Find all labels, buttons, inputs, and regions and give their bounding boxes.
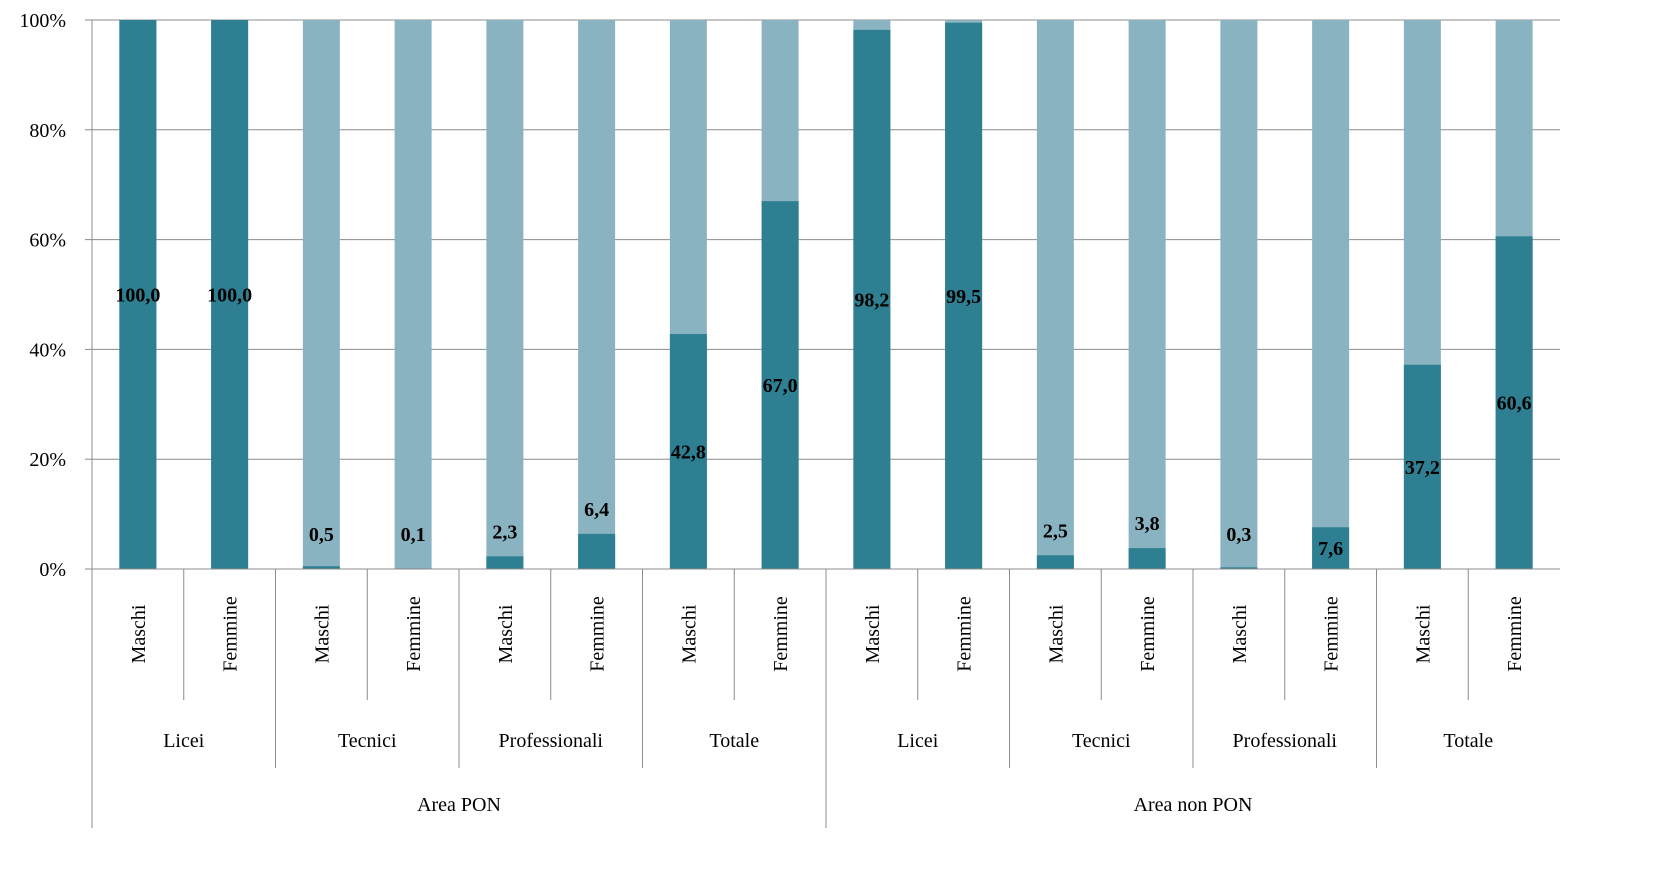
y-tick-label: 100% [19,10,66,32]
bar-segment-value [1036,555,1074,569]
data-label: 0,3 [1226,524,1251,546]
bar-segment-remainder [486,20,524,569]
y-axis-ticks: 0% 20% 40% 60% 80% 100% [19,10,66,581]
data-label: 98,2 [854,289,889,311]
data-label: 67,0 [763,375,798,397]
group-label: Area PON [417,794,501,816]
subgroup-label: Totale [709,730,759,752]
category-label: Maschi [128,604,150,663]
category-label: Femmine [770,596,792,672]
subgroup-label: Professionali [1233,730,1338,752]
bar-segment-value [578,533,616,569]
data-label: 3,8 [1135,513,1160,535]
category-label: Femmine [1137,596,1159,672]
bar-segment-remainder [302,20,340,569]
bar-segment-value [486,556,524,569]
y-tick-label: 60% [29,230,66,252]
bar-segment-remainder [394,20,432,569]
category-label: Maschi [495,604,517,663]
subgroup-label: Professionali [499,730,604,752]
y-tick-label: 40% [29,339,66,361]
category-label: Femmine [1321,596,1343,672]
y-tick-label: 80% [29,120,66,142]
category-label: Femmine [1504,596,1526,672]
axes [85,19,1560,828]
subgroup-label: Licei [897,730,939,752]
bar-segment-remainder [578,20,616,569]
category-label: Maschi [1412,604,1434,663]
category-label: Femmine [954,596,976,672]
category-label: Maschi [1045,604,1067,663]
group-label: Area non PON [1134,794,1253,816]
y-tick-label: 20% [29,449,66,471]
data-label: 60,6 [1497,393,1532,415]
bar-segment-value [1128,548,1166,569]
data-label: 42,8 [671,442,706,464]
category-label: Femmine [220,596,242,672]
bar-segment-remainder [1312,20,1350,569]
subgroup-label: Tecnici [1072,730,1131,752]
data-label: 100,0 [115,285,160,307]
bar-segment-remainder [1220,20,1258,569]
data-label: 2,3 [492,521,517,543]
category-label: Femmine [403,596,425,672]
bar-segment-value [302,566,340,569]
bar-segment-value [211,20,249,569]
subgroup-label: Licei [163,730,205,752]
y-tick-label: 0% [39,559,66,581]
data-label: 99,5 [946,286,981,308]
category-label: Maschi [1229,604,1251,663]
bar-segment-value [945,22,983,570]
data-label: 7,6 [1318,538,1343,560]
category-label: Maschi [862,604,884,663]
category-label: Maschi [678,604,700,663]
bar-segment-value [1312,527,1350,569]
bars [119,20,1533,570]
subgroup-label: Totale [1443,730,1493,752]
bar-segment-remainder [1128,20,1166,569]
bar-segment-value [119,20,157,569]
subgroup-label: Tecnici [338,730,397,752]
data-label: 0,1 [401,524,426,546]
data-label: 6,4 [584,499,609,521]
bar-segment-value [761,201,799,570]
data-label: 0,5 [309,524,334,546]
bar-segment-value [1495,236,1533,569]
bar-segment-value [1220,567,1258,569]
bar-segment-remainder [1036,20,1074,569]
data-label: 37,2 [1405,457,1440,479]
bar-segment-value [853,29,891,569]
bar-segment-value [1403,364,1441,569]
data-label: 100,0 [207,285,252,307]
data-label: 2,5 [1043,520,1068,542]
data-labels: 100,0 100,0 0,5 0,1 2,3 6,4 42,8 67,0 98,2 99,5 2,… [115,285,1531,561]
x-axis-categories: Maschi Femmine Licei Maschi Femmine Tecnici Ma… [128,596,1526,816]
bar-segment-value [669,334,707,569]
category-label: Femmine [587,596,609,672]
category-label: Maschi [311,604,333,663]
